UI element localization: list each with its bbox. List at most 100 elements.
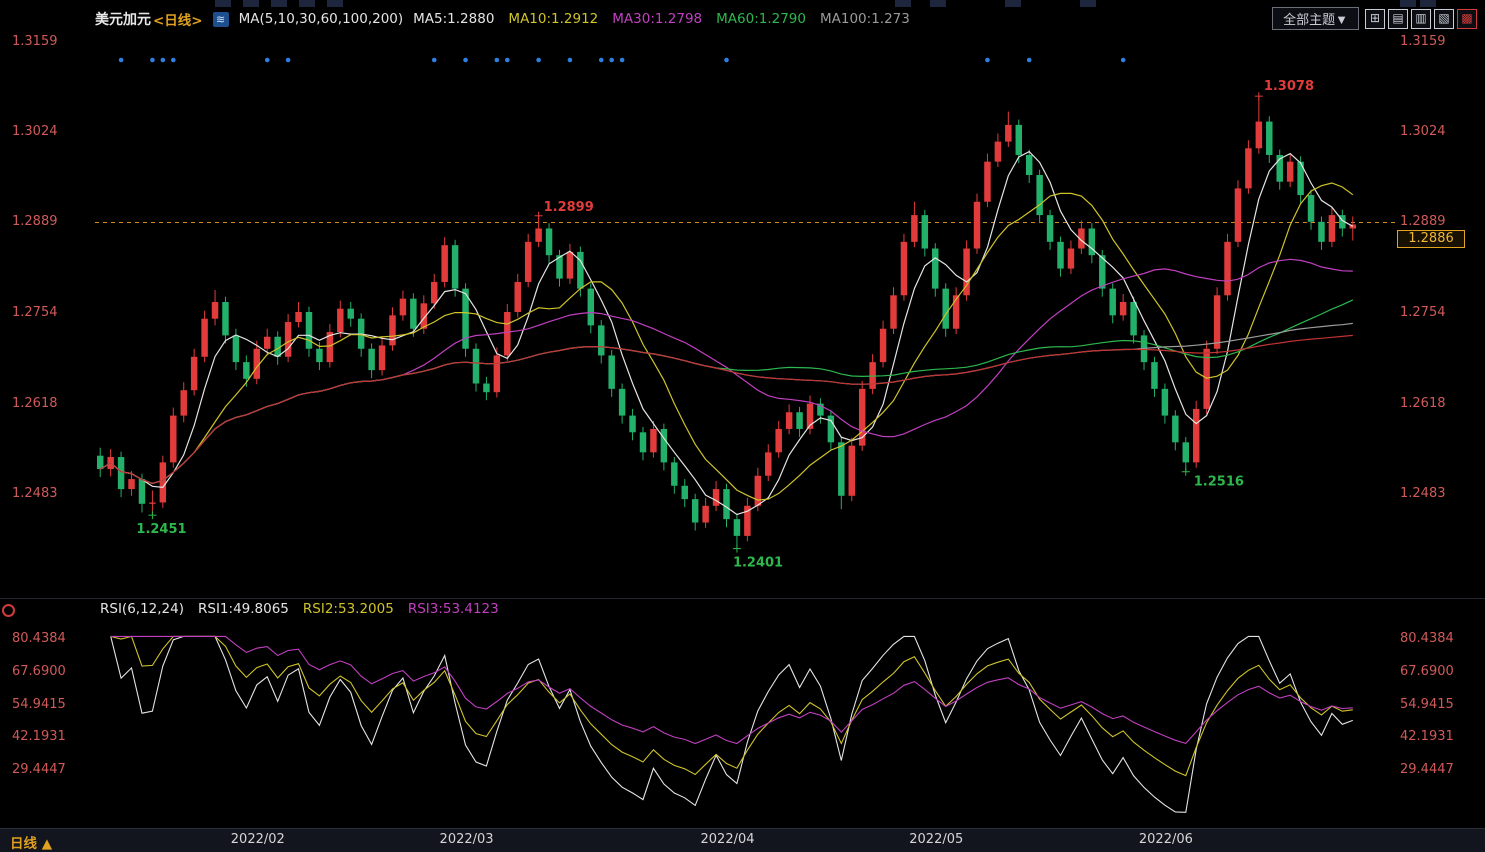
layout-grid-icon[interactable]: ▤ [1388, 8, 1408, 29]
candle-body [671, 462, 678, 486]
ma-values: MA5:1.2880 MA10:1.2912 MA30:1.2798 MA60:1.2… [413, 11, 910, 27]
event-dot[interactable] [463, 57, 468, 63]
cropped-toolbar-icon[interactable] [1005, 0, 1021, 7]
rsi-line-rsi3 [110, 635, 1353, 745]
candle-body [765, 452, 772, 476]
price-axis-label: 1.2483 [12, 485, 58, 501]
cropped-toolbar-icon[interactable] [1420, 0, 1436, 7]
layout-columns-icon[interactable]: ▥ [1411, 8, 1431, 29]
wave-icon[interactable]: ≋ [212, 11, 229, 27]
hot-red-icon[interactable]: ▩ [1457, 8, 1477, 29]
price-axis-label: 1.2754 [12, 304, 58, 320]
candle-body [1266, 121, 1273, 155]
period-selector[interactable]: 日线 ▲ [10, 832, 52, 852]
month-label: 2022/05 [909, 832, 964, 847]
event-dot[interactable] [724, 57, 729, 63]
rsi-axis-label: 80.4384 [1400, 631, 1454, 647]
candle-body [96, 455, 104, 470]
cropped-toolbar-icon[interactable] [271, 0, 287, 7]
candle-body [785, 412, 793, 429]
event-dot[interactable] [619, 57, 625, 63]
candle-body [932, 248, 939, 289]
candle-body [1203, 348, 1210, 409]
price-axis-label: 1.2889 [12, 214, 58, 230]
candle-body [973, 201, 981, 249]
candle-body [1339, 215, 1346, 229]
price-axis-label: 1.3024 [1400, 124, 1446, 140]
panel-divider[interactable] [0, 598, 1485, 599]
candle-body [1151, 362, 1158, 389]
rsi2-value: RSI2:53.2005 [302, 601, 394, 617]
candle-body [608, 355, 615, 389]
cropped-toolbar-icon[interactable] [895, 0, 911, 7]
candle-body [900, 241, 908, 296]
ma-line-ma5 [99, 150, 1354, 516]
event-dot[interactable] [609, 57, 614, 63]
candle-body [1161, 388, 1169, 416]
header-toolbar: 全部主题▼ ⊞ ▤ ▥ ▧ ▩ [1272, 7, 1477, 30]
event-dot[interactable] [494, 57, 500, 63]
candle-body [1036, 175, 1043, 216]
candle-body [556, 255, 563, 279]
cropped-toolbar-icon[interactable] [930, 0, 946, 7]
candle-body [1088, 228, 1096, 256]
candle-body [629, 415, 636, 433]
candle-body [493, 355, 501, 393]
cropped-toolbar-icon[interactable] [215, 0, 231, 7]
candle-body [1349, 224, 1357, 229]
candle-body [639, 432, 647, 453]
price-annotation: 1.2451 [136, 522, 186, 537]
cropped-toolbar-icon[interactable] [243, 0, 259, 7]
event-dot[interactable] [598, 57, 604, 63]
rsi-axis-label: 67.6900 [1400, 663, 1454, 679]
candle-body [535, 228, 542, 242]
cropped-toolbar-icon[interactable] [327, 0, 343, 7]
candle-body [952, 295, 960, 329]
event-dot[interactable] [170, 57, 176, 63]
price-annotation: 1.3078 [1264, 79, 1314, 94]
period-label: 日线 [10, 836, 37, 852]
indicator-marker-icon[interactable] [2, 604, 15, 617]
layout-mixed-icon[interactable]: ▧ [1434, 8, 1454, 29]
event-dot[interactable] [1120, 57, 1126, 63]
rsi-line-rsi2 [110, 635, 1353, 777]
sort-arrow-icon: ▲ [41, 836, 53, 852]
rsi-axis-label: 80.4384 [12, 631, 66, 647]
rsi-axis-label: 42.1931 [12, 729, 66, 745]
event-dot[interactable] [150, 57, 155, 63]
event-dot[interactable] [505, 57, 510, 63]
all-themes-button[interactable]: 全部主题▼ [1272, 7, 1359, 30]
cropped-toolbar-icon[interactable] [299, 0, 315, 7]
cropped-toolbar-icon[interactable] [1080, 0, 1096, 7]
pane-add-icon[interactable]: ⊞ [1365, 8, 1385, 29]
candle-body [1192, 408, 1200, 463]
candle-body [430, 281, 438, 304]
event-dot[interactable] [431, 57, 437, 63]
candle-body [180, 390, 187, 416]
cropped-toolbar-icon[interactable] [1400, 0, 1416, 7]
price-annotation: 1.2516 [1194, 475, 1244, 490]
event-dot[interactable] [285, 57, 291, 63]
event-dot[interactable] [567, 57, 573, 63]
last-price-tag: 1.2886 [1397, 230, 1465, 249]
event-dot[interactable] [264, 57, 270, 63]
price-axis-label: 1.2889 [1400, 214, 1446, 230]
candle-body [723, 489, 730, 520]
event-dot[interactable] [985, 57, 990, 63]
candle-body [921, 215, 929, 249]
event-dot[interactable] [536, 57, 541, 63]
event-dot[interactable] [160, 57, 166, 63]
event-dot[interactable] [1026, 57, 1032, 63]
candle-body [410, 298, 417, 329]
candle-body [159, 462, 167, 503]
event-dot[interactable] [118, 57, 124, 63]
month-label: 2022/03 [439, 832, 494, 847]
candle-body [1276, 154, 1283, 182]
candle-body [253, 348, 261, 379]
rsi-legend-row: RSI(6,12,24) RSI1:49.8065 RSI2:53.2005 RSI… [100, 601, 499, 617]
candle-body [618, 388, 626, 416]
ma5-value: MA5:1.2880 [413, 11, 495, 27]
rsi-axis-label: 54.9415 [12, 696, 66, 712]
price-axis-label: 1.3159 [1400, 34, 1446, 50]
